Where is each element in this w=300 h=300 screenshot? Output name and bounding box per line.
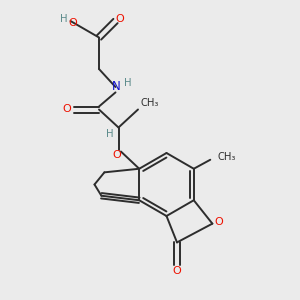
Text: O: O xyxy=(115,14,124,24)
Text: O: O xyxy=(214,217,224,227)
Text: H: H xyxy=(124,77,132,88)
Text: O: O xyxy=(172,266,182,276)
Text: O: O xyxy=(68,18,77,28)
Text: H: H xyxy=(106,129,113,139)
Text: O: O xyxy=(62,104,71,115)
Text: H: H xyxy=(60,14,68,24)
Text: O: O xyxy=(112,150,122,161)
Text: N: N xyxy=(112,80,121,93)
Text: CH₃: CH₃ xyxy=(218,152,236,162)
Text: CH₃: CH₃ xyxy=(140,98,158,108)
